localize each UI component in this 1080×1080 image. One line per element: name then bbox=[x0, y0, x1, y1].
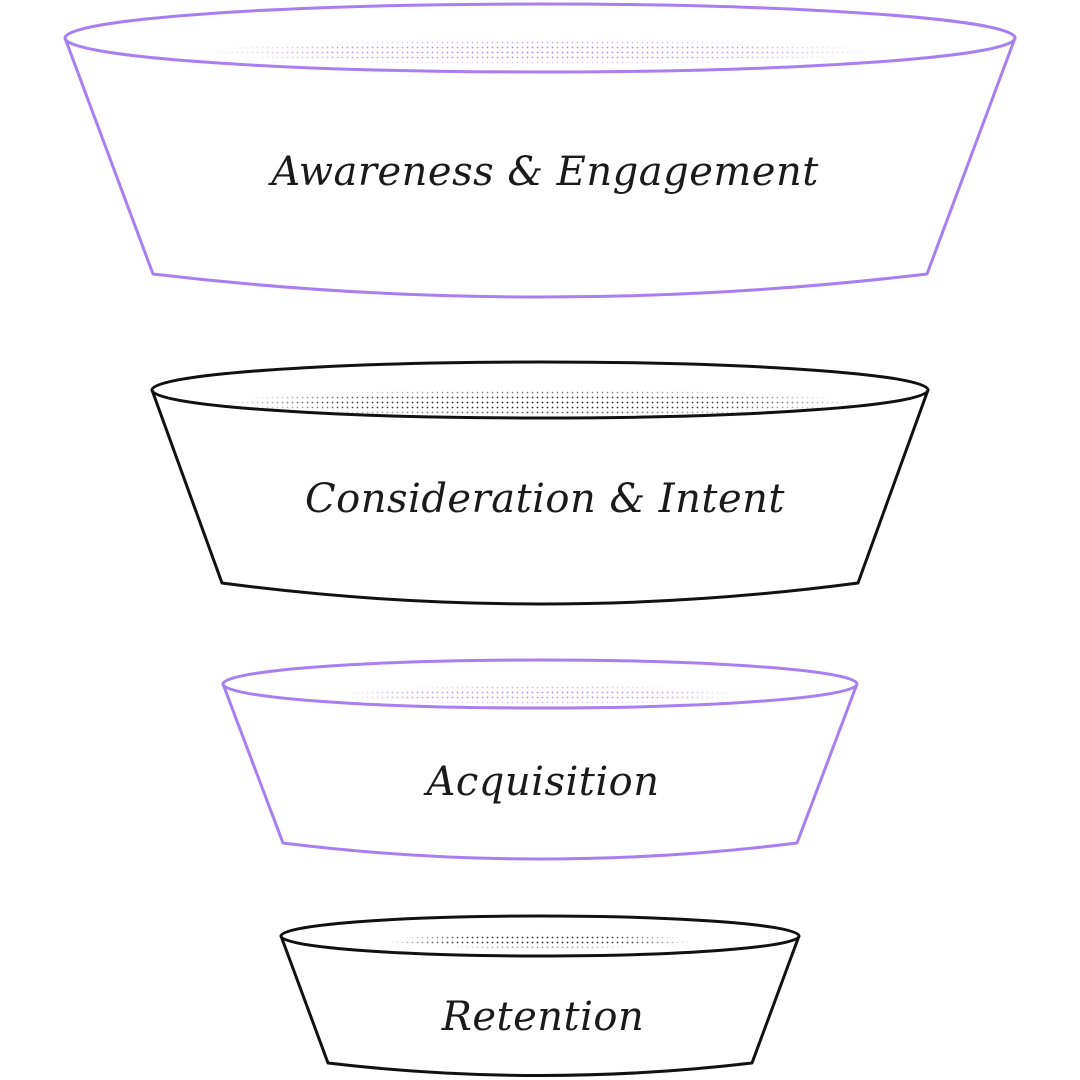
stage-body bbox=[150, 389, 930, 606]
stage-rim-dots bbox=[335, 685, 745, 705]
funnel-stage-acquisition: Acquisition bbox=[221, 658, 859, 861]
stage-rim-dots bbox=[385, 933, 695, 949]
funnel-stage-retention: Retention bbox=[279, 914, 801, 1077]
stage-body bbox=[63, 37, 1017, 299]
stage-label: Consideration & Intent bbox=[305, 476, 785, 522]
stage-rim-dots bbox=[200, 39, 880, 65]
stage-body bbox=[221, 683, 859, 861]
funnel-stage-awareness: Awareness & Engagement bbox=[63, 2, 1017, 299]
stage-body bbox=[279, 935, 801, 1077]
funnel-stage-consideration: Consideration & Intent bbox=[150, 360, 930, 606]
stage-label: Retention bbox=[441, 994, 645, 1040]
stage-label: Awareness & Engagement bbox=[267, 149, 819, 195]
stage-rim-dots bbox=[220, 389, 860, 417]
stage-label: Acquisition bbox=[423, 759, 660, 805]
